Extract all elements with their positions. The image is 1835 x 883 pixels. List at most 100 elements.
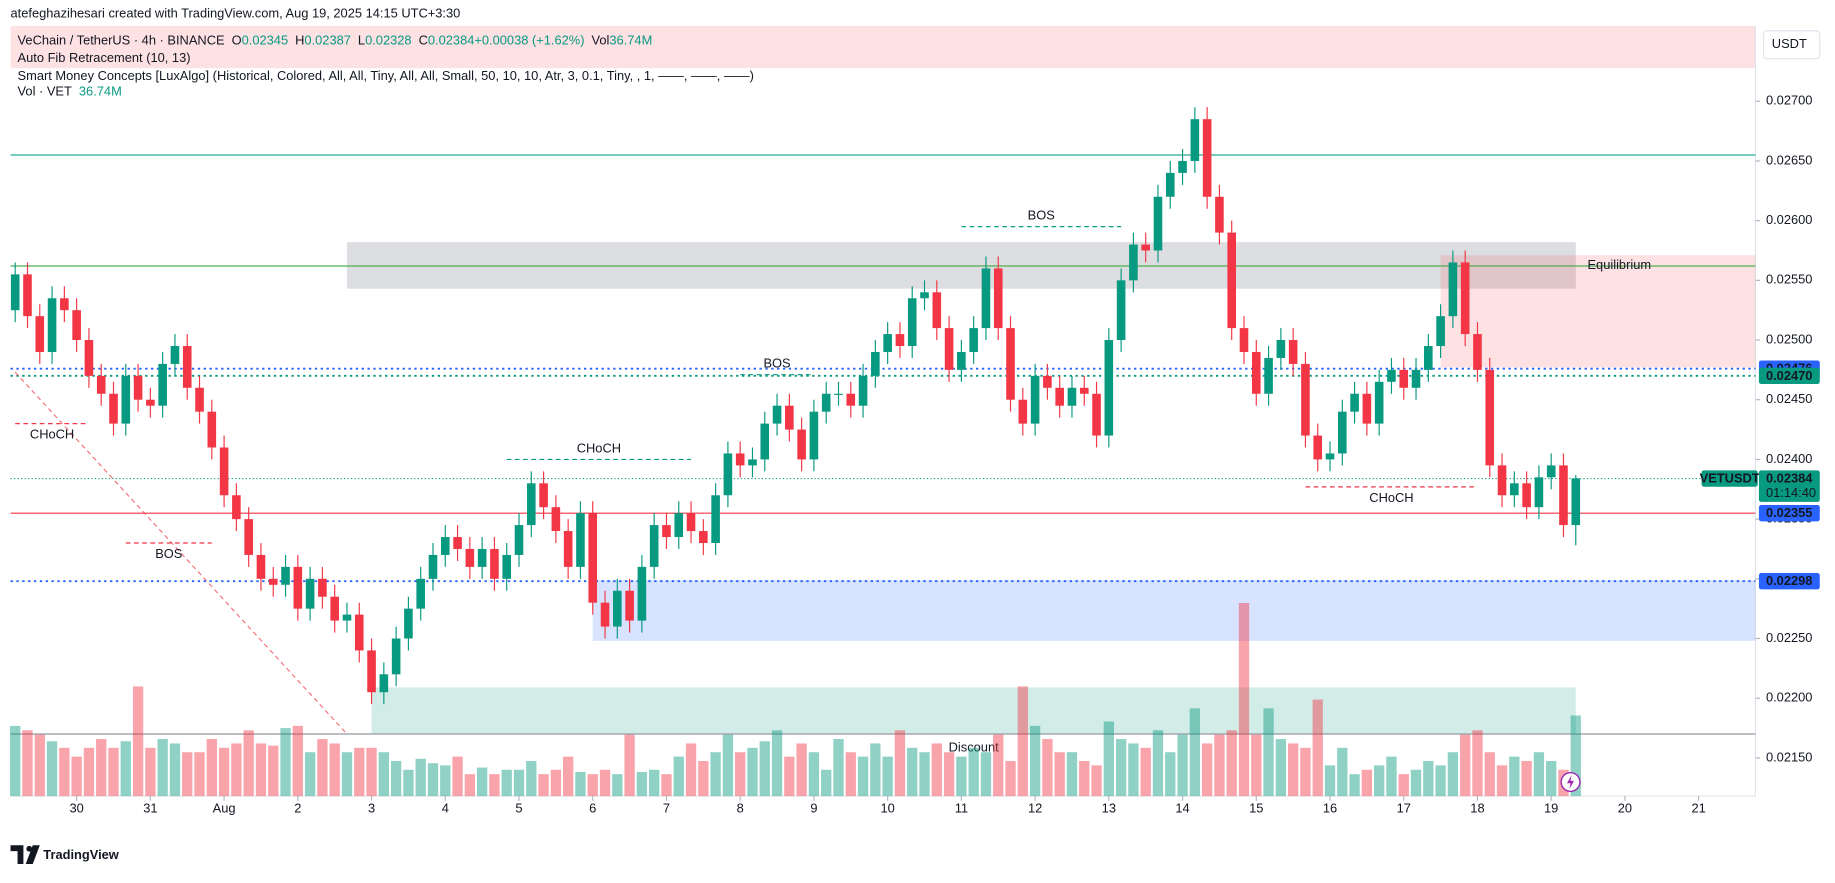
volume-bar — [145, 747, 156, 797]
candle-body — [281, 566, 290, 585]
volume-bar — [317, 739, 328, 797]
symbol-legend: VeChain / TetherUS · 4h · BINANCE O0.0234… — [18, 33, 653, 48]
volume-bar — [46, 741, 58, 797]
alert-bolt — [1567, 775, 1575, 790]
volume-bar — [366, 747, 377, 797]
candle-body — [244, 519, 253, 555]
candle-body — [1129, 244, 1138, 281]
candle-body — [146, 399, 155, 406]
volume-legend: Vol · VET 36.74M — [18, 84, 122, 99]
volume-bar — [575, 771, 586, 797]
volume-bar — [538, 774, 549, 797]
currency[interactable]: USDT — [1772, 36, 1807, 51]
legend-key: O — [232, 33, 242, 48]
volume-bar — [1103, 721, 1114, 797]
x-tick-label: 13 — [1102, 800, 1116, 815]
volume-bar — [1226, 730, 1237, 797]
candle-body — [1460, 262, 1470, 335]
volume-bar — [292, 725, 303, 797]
volume-bar — [194, 752, 205, 797]
legend-value: 0.02387 — [304, 33, 350, 48]
volume-bar — [440, 765, 451, 797]
volume-bar — [1509, 756, 1520, 797]
candle-body — [588, 513, 598, 603]
last-price-tag — [1758, 470, 1820, 502]
candle-body — [600, 602, 610, 627]
candle-body — [797, 429, 806, 460]
volume-bar — [415, 758, 426, 797]
candle-body — [60, 298, 69, 311]
candle-body — [268, 578, 278, 585]
price-tag — [1758, 504, 1820, 522]
x-tick-label: 18 — [1470, 800, 1484, 815]
x-tick-label: 9 — [810, 800, 817, 815]
candle-body — [354, 614, 364, 651]
candle-body — [735, 453, 745, 466]
volume-bar — [34, 734, 45, 797]
candle-body — [637, 566, 647, 621]
x-tick-label: 30 — [69, 800, 83, 815]
x-tick-label: 31 — [143, 800, 157, 815]
candle-body — [1043, 375, 1052, 388]
volume-bar — [427, 763, 439, 797]
candle-body — [1190, 119, 1200, 161]
legend-value: +0.00038 (+1.62%) — [474, 33, 584, 48]
volume-bar — [1484, 752, 1495, 797]
y-tick-label: 0.02550 — [1766, 272, 1812, 287]
candle-body — [920, 292, 929, 299]
volume-bar — [120, 741, 131, 797]
indicator-legend: Smart Money Concepts [LuxAlgo] (Historic… — [18, 68, 754, 83]
currency-button[interactable] — [1763, 30, 1821, 60]
candle-body — [1473, 334, 1482, 370]
candle-body — [969, 328, 978, 352]
candle-body — [858, 375, 868, 406]
candle-body — [1374, 381, 1384, 424]
zone — [371, 687, 1576, 735]
volume-bar — [1374, 765, 1385, 797]
y-tick-label: 0.02600 — [1766, 212, 1812, 227]
candle-body — [760, 423, 770, 460]
volume-bar — [759, 741, 770, 797]
candle-body — [133, 375, 143, 400]
volume-bar — [157, 739, 168, 797]
candle-body — [514, 525, 524, 555]
volume-bar — [341, 752, 353, 797]
candle-body — [1153, 196, 1163, 251]
volume-bar — [1349, 774, 1360, 797]
candle-body — [170, 346, 180, 364]
volume-bar — [1435, 765, 1446, 797]
x-tick-label: 21 — [1691, 800, 1705, 815]
volume-bar — [1447, 752, 1459, 797]
volume-bar — [71, 756, 82, 797]
volume-bar — [1152, 730, 1164, 797]
candle-body — [932, 292, 942, 329]
volume-bar — [1128, 743, 1139, 797]
logo-dot — [26, 845, 33, 852]
candle-body — [1301, 363, 1310, 436]
candle-body — [47, 298, 57, 352]
y-tick-label: 0.02700 — [1766, 93, 1812, 108]
y-tick-label: 0.02450 — [1766, 391, 1812, 406]
volume-bar — [1300, 747, 1311, 797]
volume-bar — [231, 743, 242, 797]
volume-bar — [280, 728, 291, 797]
volume-bar — [1238, 602, 1250, 797]
volume-bar — [1189, 708, 1201, 797]
volume-bar — [1263, 708, 1274, 797]
logo: TradingView — [10, 845, 120, 864]
candle-body — [109, 393, 118, 424]
candle-body — [895, 334, 905, 347]
candle-body — [785, 405, 794, 430]
candle-body — [219, 447, 229, 496]
candle-body — [490, 548, 499, 579]
x-tick-label: 6 — [589, 800, 596, 815]
x-tick-label: 4 — [442, 800, 449, 815]
candle-body — [35, 316, 45, 352]
candle-body — [342, 614, 352, 621]
countdown: 01:14:40 — [1766, 485, 1816, 500]
legend-key: Vol — [592, 33, 610, 48]
plot-area: BOS CHoCH BOS CHoCH BOS CHoCH Equilibrium Disco… — [10, 107, 1756, 797]
symbol: VeChain / TetherUS · 4h · BINANCE — [18, 33, 225, 48]
structure-label: CHoCH — [1369, 490, 1413, 505]
